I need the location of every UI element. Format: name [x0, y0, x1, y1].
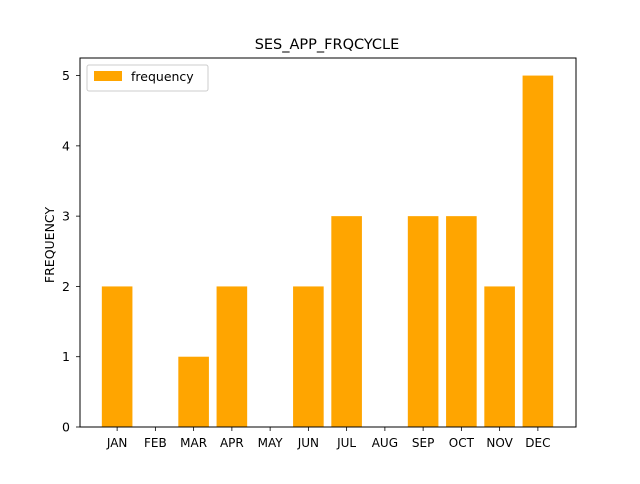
- x-tick-label: AUG: [372, 436, 398, 450]
- bar-sep: [407, 216, 439, 427]
- bar-nov: [484, 286, 515, 427]
- x-tick-label: OCT: [449, 436, 475, 450]
- y-tick-label: 0: [62, 420, 70, 435]
- bar-jul: [331, 216, 362, 427]
- y-tick-label: 4: [62, 138, 70, 153]
- x-tick-label: APR: [220, 436, 244, 450]
- bar-apr: [216, 286, 248, 427]
- y-tick-label: 1: [62, 349, 70, 364]
- y-tick-label: 5: [62, 68, 70, 83]
- x-tick-label: SEP: [412, 436, 434, 450]
- y-tick-label: 2: [62, 279, 70, 294]
- plot-area-frame: [79, 57, 577, 428]
- legend-swatch: [94, 71, 122, 81]
- x-tick-label: MAY: [258, 436, 284, 450]
- x-tick-label: JUL: [336, 436, 356, 450]
- bar-oct: [446, 216, 477, 427]
- legend: frequency: [86, 64, 209, 92]
- x-tick-label: JUN: [297, 436, 319, 450]
- bar-jun: [293, 286, 324, 427]
- x-tick-label: MAR: [180, 436, 207, 450]
- legend-label: frequency: [131, 69, 194, 84]
- x-tick-label: DEC: [525, 436, 550, 450]
- x-tick-label: JAN: [106, 436, 128, 450]
- chart-title: SES_APP_FRQCYCLE: [255, 37, 400, 53]
- bar-mar: [178, 356, 209, 427]
- x-tick-label: FEB: [144, 436, 167, 450]
- bar-jan: [101, 286, 133, 427]
- bar-series: [101, 75, 554, 427]
- y-tick-label: 3: [62, 209, 70, 224]
- x-tick-label: NOV: [486, 436, 513, 450]
- bar-dec: [522, 75, 554, 427]
- axis-ticks: JAN FEB MAR APR MAY JUN JUL AUG SEP OCT NOV DEC 0 1 2 3…: [62, 68, 550, 450]
- y-axis-label: FREQUENCY: [42, 207, 57, 284]
